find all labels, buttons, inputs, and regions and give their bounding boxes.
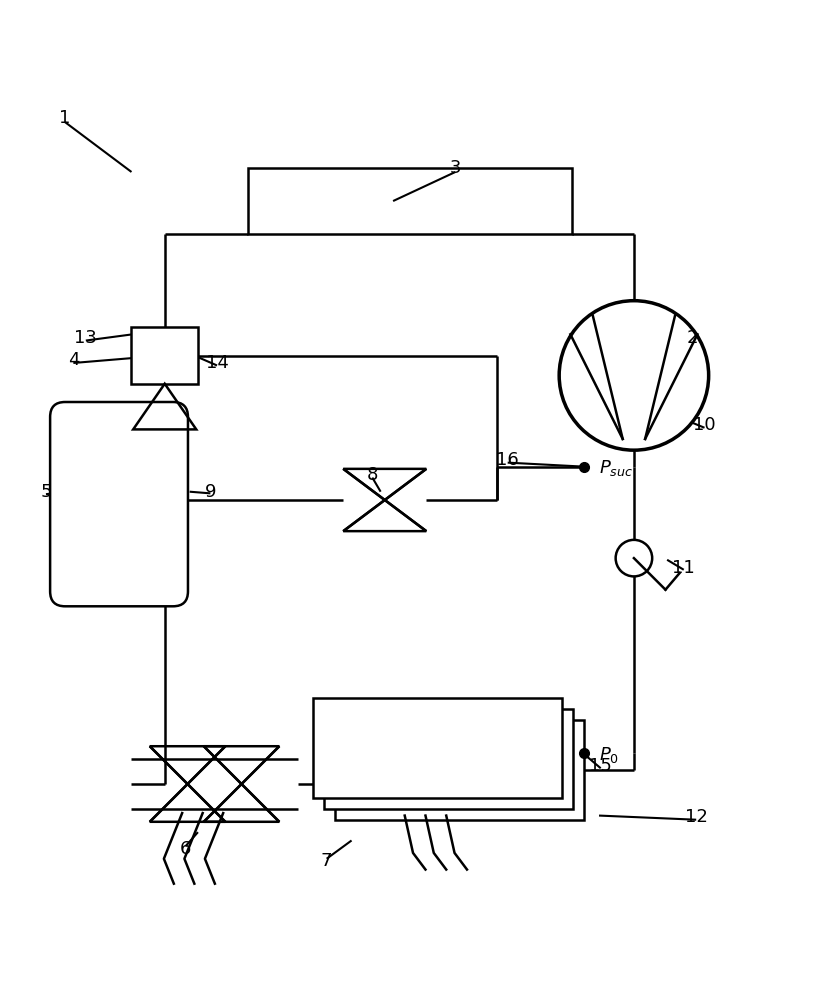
Text: 9: 9 xyxy=(205,483,217,501)
Text: 10: 10 xyxy=(693,416,716,434)
Bar xyxy=(247,168,572,234)
Text: 2: 2 xyxy=(686,329,698,347)
Text: 1: 1 xyxy=(59,109,71,127)
Text: 3: 3 xyxy=(450,159,461,177)
Text: 4: 4 xyxy=(68,351,79,369)
Text: $P_{suc}$: $P_{suc}$ xyxy=(599,458,633,478)
Text: 5: 5 xyxy=(40,483,52,501)
Text: 8: 8 xyxy=(367,466,378,484)
Text: 6: 6 xyxy=(180,840,191,858)
Circle shape xyxy=(559,301,709,450)
Bar xyxy=(131,327,198,384)
Text: 16: 16 xyxy=(497,451,519,469)
Text: 7: 7 xyxy=(321,852,333,870)
Text: 13: 13 xyxy=(74,329,97,347)
Bar xyxy=(314,698,563,798)
FancyBboxPatch shape xyxy=(50,402,188,606)
Text: 15: 15 xyxy=(589,757,612,775)
Text: 14: 14 xyxy=(206,354,228,372)
Bar xyxy=(324,709,573,809)
Text: 12: 12 xyxy=(685,808,707,826)
Text: 11: 11 xyxy=(672,559,695,577)
Bar xyxy=(335,720,584,820)
Circle shape xyxy=(615,540,652,576)
Text: $P_0$: $P_0$ xyxy=(599,745,619,765)
